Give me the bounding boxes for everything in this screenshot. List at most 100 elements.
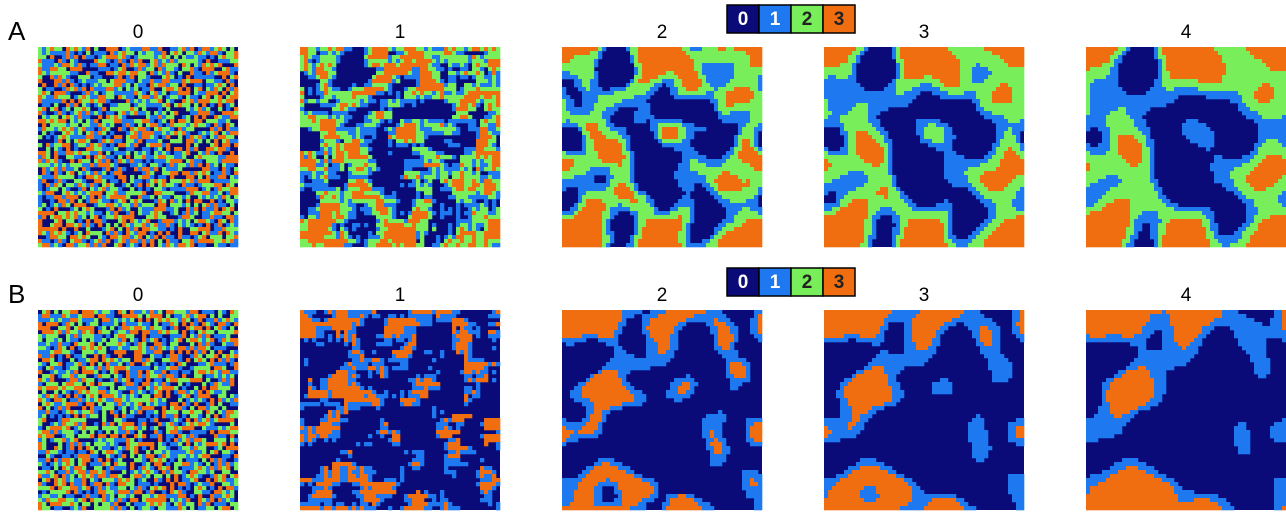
cell-run (316, 191, 325, 196)
cell-run (38, 366, 43, 371)
cell-run (170, 406, 175, 411)
cell-run (142, 239, 147, 244)
cell-run (38, 111, 43, 116)
cell-run (194, 394, 199, 399)
cell-run (134, 87, 139, 92)
cell-run (54, 231, 59, 236)
cell-run (944, 131, 953, 136)
cell-run (444, 163, 449, 168)
cell-run (194, 171, 199, 176)
cell-run (62, 402, 67, 407)
cell-run (38, 422, 43, 427)
cell-run (142, 135, 151, 140)
cell-run (670, 91, 679, 96)
cell-run (118, 374, 123, 379)
cell-run (202, 187, 207, 192)
cell-run (352, 191, 365, 196)
cell-run (150, 458, 155, 463)
cell-run (138, 183, 143, 188)
cell-run (198, 414, 203, 419)
cell-run (102, 239, 107, 244)
cell-run (146, 171, 151, 176)
cell-run (194, 67, 199, 72)
cell-run (202, 103, 207, 108)
cell-run (480, 155, 485, 160)
cell-run (218, 474, 223, 479)
cell-run (206, 195, 211, 200)
cell-run (54, 394, 59, 399)
legend-swatch (726, 4, 760, 34)
cell-run (98, 430, 103, 435)
cell-run (214, 334, 227, 339)
cell-run (1020, 155, 1025, 160)
cell-run (66, 402, 79, 407)
cell-run (984, 107, 1025, 112)
cell-run (230, 223, 235, 228)
cell-run (320, 135, 325, 140)
cell-run (336, 151, 345, 156)
cell-run (86, 207, 91, 212)
cell-run (1274, 95, 1286, 100)
cell-run (174, 123, 187, 128)
cell-run (166, 135, 171, 140)
cell-run (480, 71, 485, 76)
cell-run (54, 438, 63, 443)
cell-run (452, 63, 461, 68)
cell-run (186, 63, 191, 68)
cell-run (206, 119, 219, 124)
cell-run (58, 446, 63, 451)
cell-run (1090, 211, 1131, 216)
cell-run (316, 83, 321, 88)
cell-run (182, 79, 187, 84)
cell-run (360, 103, 369, 108)
cell-run (194, 87, 199, 92)
cell-run (364, 63, 369, 68)
cell-run (118, 430, 127, 435)
cell-run (158, 239, 163, 244)
cell-run (142, 155, 147, 160)
cell-run (66, 338, 71, 343)
cell-run (824, 79, 857, 84)
cell-run (214, 163, 219, 168)
cell-run (372, 207, 377, 212)
cell-run (634, 243, 639, 248)
cell-run (876, 211, 897, 216)
cell-run (222, 207, 227, 212)
cell-run (396, 63, 401, 68)
cell-run (198, 63, 203, 68)
cell-run (114, 115, 119, 120)
cell-run (824, 155, 861, 160)
cell-run (114, 51, 119, 56)
cell-run (114, 410, 119, 415)
cell-run (448, 235, 453, 240)
cell-run (198, 139, 203, 144)
cell-run (218, 103, 223, 108)
cell-run (376, 167, 381, 172)
cell-run (718, 199, 731, 204)
cell-run (42, 310, 47, 315)
cell-run (106, 482, 111, 487)
cell-run (1130, 219, 1135, 224)
cell-run (344, 183, 349, 188)
cell-run (182, 438, 187, 443)
cell-run (146, 358, 151, 363)
cell-run (58, 203, 63, 208)
cell-run (118, 454, 123, 459)
cell-run (352, 195, 381, 200)
cell-run (70, 79, 75, 84)
cell-run (82, 442, 87, 447)
cell-run (110, 346, 119, 351)
cell-run (74, 227, 79, 232)
cell-run (1282, 143, 1286, 148)
cell-run (562, 179, 595, 184)
cell-run (566, 119, 571, 124)
cell-run (1266, 139, 1279, 144)
cell-run (892, 51, 897, 56)
cell-run (828, 167, 889, 172)
cell-run (202, 418, 207, 423)
cell-run (460, 159, 473, 164)
cell-run (448, 143, 461, 148)
cell-run (848, 59, 857, 64)
cell-run (134, 55, 139, 60)
cell-run (1086, 59, 1111, 64)
